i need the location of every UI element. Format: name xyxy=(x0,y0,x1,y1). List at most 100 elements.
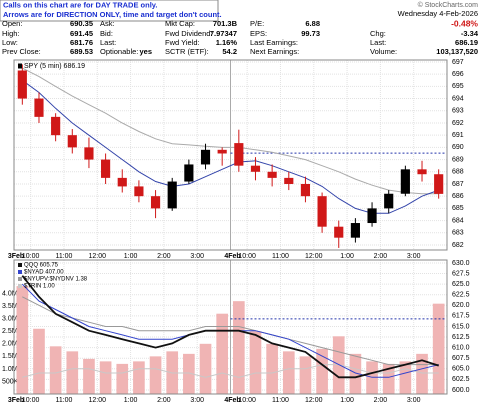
y-tick-label: 693 xyxy=(452,108,464,115)
x-tick-label: 10:00 xyxy=(238,253,256,260)
field-value: 701.3B xyxy=(213,19,238,28)
candle-body xyxy=(284,177,294,184)
x-tick-label: 3:00 xyxy=(407,397,421,404)
candle-body xyxy=(134,186,144,197)
series-line xyxy=(22,364,439,378)
y2-tick-label: 627.5 xyxy=(452,270,470,277)
legend-swatch xyxy=(18,270,22,274)
plot-frame xyxy=(13,259,448,395)
field-value: 691.45 xyxy=(70,29,93,38)
notice-box xyxy=(0,0,219,22)
candle-body xyxy=(34,98,44,117)
y-tick-label: 1.0M xyxy=(2,366,18,373)
candle-body xyxy=(17,70,27,99)
volume-bar xyxy=(282,351,295,394)
field-label: Ask: xyxy=(100,19,115,28)
candle-body xyxy=(84,147,94,160)
x-tick-label: 4Feb xyxy=(224,397,240,404)
volume-bar xyxy=(149,356,162,394)
y-tick-label: 686 xyxy=(452,193,464,200)
y2-tick-label: 602.5 xyxy=(452,376,470,383)
x-tick-label: 3:00 xyxy=(190,397,204,404)
y-tick-label: 2.0M xyxy=(2,341,18,348)
candle-body xyxy=(217,149,227,154)
candle-body xyxy=(267,171,277,178)
y-tick-label: 3.5M xyxy=(2,303,18,310)
x-tick-label: 3Feb xyxy=(8,253,24,260)
field-label: Last: xyxy=(100,38,116,47)
field-label: Mkt Cap: xyxy=(165,19,195,28)
field-label: Fwd Dividend: xyxy=(165,29,213,38)
x-tick-label: 1:00 xyxy=(340,253,354,260)
x-tick-label: 10:00 xyxy=(22,253,40,260)
x-tick-label: 12:00 xyxy=(89,253,107,260)
volume-bar xyxy=(199,343,212,394)
y2-tick-label: 615.0 xyxy=(452,323,470,330)
candle-body xyxy=(334,226,344,238)
x-tick-label: 12:00 xyxy=(89,397,107,404)
x-tick-label: 2:00 xyxy=(157,397,171,404)
candle-body xyxy=(350,223,360,238)
field-label: P/E: xyxy=(250,19,264,28)
volume-bar xyxy=(99,361,112,394)
x-tick-label: 2:00 xyxy=(157,253,171,260)
x-tick-label: 1:00 xyxy=(124,253,138,260)
field-value: 6.88 xyxy=(305,19,320,28)
candle-body xyxy=(384,193,394,209)
volume-bar xyxy=(399,361,412,394)
y-tick-label: 685 xyxy=(452,205,464,212)
field-label: High: xyxy=(2,29,20,38)
y-tick-label: 500K xyxy=(2,378,19,385)
candle-body xyxy=(400,169,410,194)
notice: Calls on this chart are for DAY TRADE on… xyxy=(3,0,157,9)
candle-body xyxy=(250,165,261,172)
field-label: Open: xyxy=(2,19,22,28)
y2-tick-label: 620.0 xyxy=(452,302,470,309)
y-tick-label: 4.0M xyxy=(2,290,18,297)
x-tick-label: 4Feb xyxy=(224,253,240,260)
series-line xyxy=(21,275,439,379)
legend-swatch xyxy=(18,263,22,267)
candle-body xyxy=(200,149,211,165)
candle-body xyxy=(234,143,244,166)
volume-bar xyxy=(66,351,79,394)
y-tick-label: 697 xyxy=(452,59,464,66)
field-value: 99.73 xyxy=(301,29,320,38)
y-tick-label: 692 xyxy=(452,120,464,127)
volume-bar xyxy=(316,348,328,394)
y-tick-label: 688 xyxy=(452,169,464,176)
panel-label: SPY (5 min) 686.19 xyxy=(24,63,85,70)
y2-tick-label: 625.0 xyxy=(452,281,470,288)
legend-swatch xyxy=(18,63,22,69)
y-tick-label: 689 xyxy=(452,156,464,163)
field-value: 1.16% xyxy=(216,38,238,47)
x-tick-label: 3:00 xyxy=(190,253,204,260)
field-value: 686.19 xyxy=(455,38,478,47)
y-tick-label: 695 xyxy=(452,83,464,90)
volume-bar xyxy=(16,286,29,394)
volume-bar xyxy=(216,313,229,394)
field-label: Bid: xyxy=(100,29,113,38)
y-tick-label: 691 xyxy=(452,132,464,139)
x-tick-label: 11:00 xyxy=(272,253,289,260)
volume-bar xyxy=(382,363,395,394)
y-tick-label: 2.5M xyxy=(2,328,18,335)
volume-bar xyxy=(249,331,262,394)
field-value: -3.34 xyxy=(461,29,479,38)
volume-bar xyxy=(116,363,129,394)
series-line xyxy=(22,296,439,366)
x-tick-label: 10:00 xyxy=(22,397,40,404)
legend-swatch xyxy=(18,277,22,281)
x-tick-label: 2:00 xyxy=(374,253,388,260)
volume-bar xyxy=(416,353,428,394)
candle-body xyxy=(51,116,61,136)
y-tick-label: 683 xyxy=(452,230,464,237)
candle-body xyxy=(300,183,311,197)
candle-body xyxy=(117,177,127,187)
y-tick-label: 687 xyxy=(452,181,464,188)
y2-tick-label: 630.0 xyxy=(452,260,470,267)
field-value: 690.35 xyxy=(70,19,93,28)
volume-bar xyxy=(183,353,195,394)
x-tick-label: 10:00 xyxy=(238,397,256,404)
